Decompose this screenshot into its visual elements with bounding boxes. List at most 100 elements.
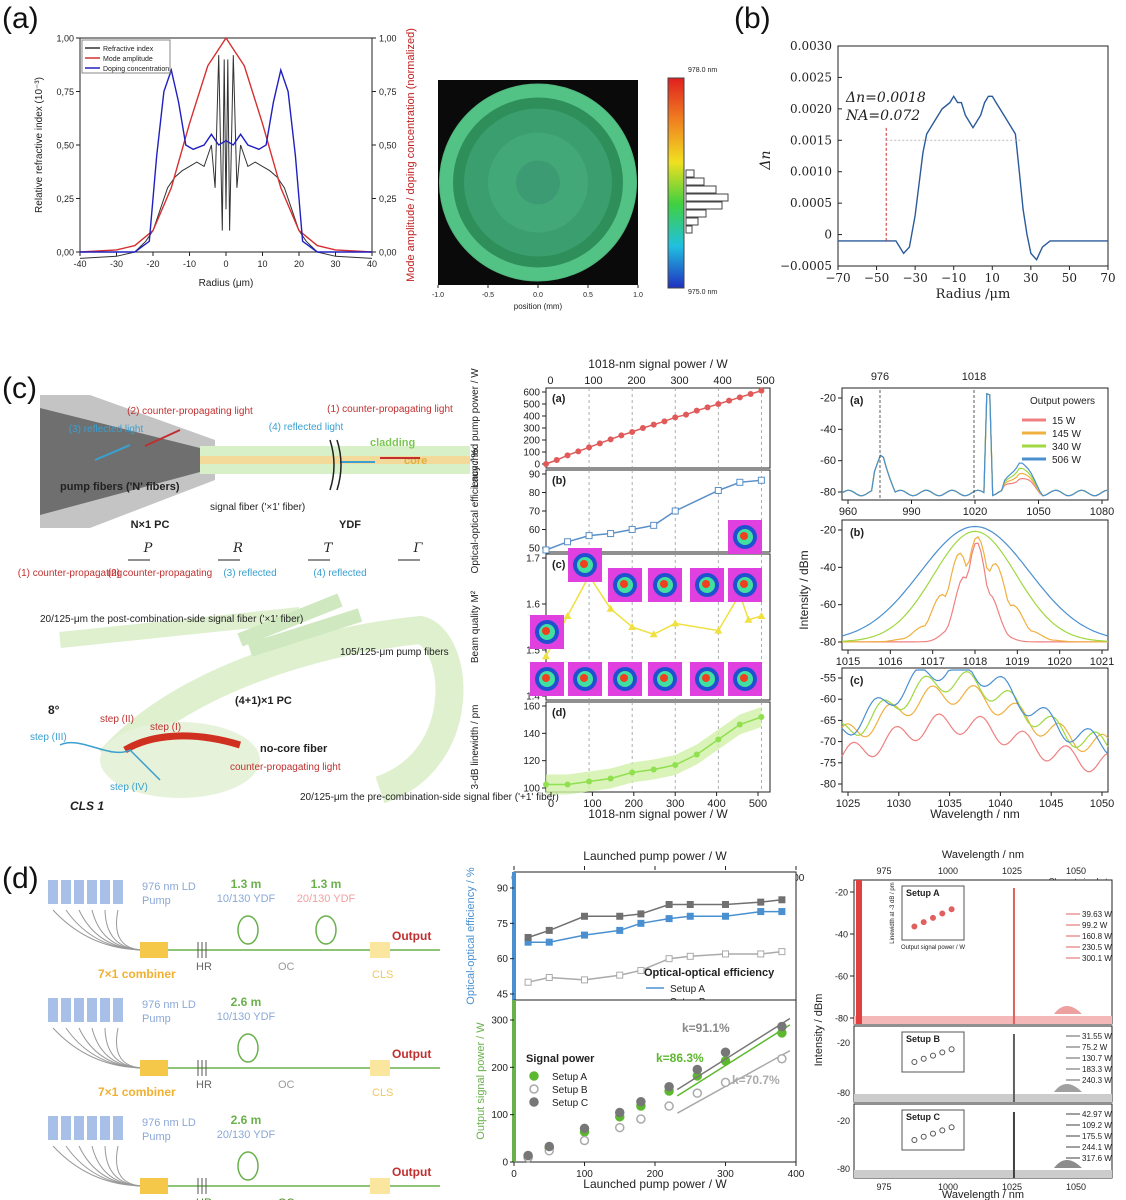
pump-ld-block <box>61 998 71 1022</box>
y-tick-label: -55 <box>820 673 836 685</box>
pump-fiber <box>91 1027 146 1069</box>
inset-point <box>911 1137 918 1143</box>
legend-swatch <box>529 1071 539 1081</box>
pump-ld-block <box>100 1116 110 1140</box>
series--b- <box>545 479 762 551</box>
panel-label-c: (c) <box>2 372 37 405</box>
data-point <box>650 421 657 428</box>
thumbnail-peak <box>740 674 748 682</box>
data-point <box>545 974 553 982</box>
data-point <box>637 966 645 974</box>
inset-point <box>930 914 936 921</box>
inset-point <box>920 919 927 926</box>
thumbnail-peak <box>620 674 628 682</box>
x-axis-label: position (mm) <box>514 302 563 311</box>
x-axis-label: Launched pump power / W <box>583 1177 727 1191</box>
pump-ld-block <box>74 880 84 904</box>
x-tick-label: 400 <box>707 798 725 810</box>
x-tick-label: 70 <box>1100 271 1115 285</box>
colorbar-max: 978.0 nm <box>688 67 717 74</box>
data-point <box>628 623 637 630</box>
data-point <box>777 1053 787 1064</box>
y-tick-label: -40 <box>820 424 836 436</box>
data-point <box>618 432 625 439</box>
data-point <box>637 919 645 927</box>
data-point <box>650 521 658 529</box>
plot-frame <box>79 37 373 253</box>
data-point <box>757 612 766 620</box>
panel-label-d: (d) <box>2 862 39 895</box>
data-point <box>778 896 786 904</box>
data-point <box>683 411 689 418</box>
top-tick-label: 1018 <box>962 371 986 383</box>
flow-symbol: P <box>143 541 153 556</box>
subplot-tag: (b) <box>850 527 864 539</box>
lower-y-label: Output signal power / W <box>475 1022 487 1140</box>
y-tick-label: 100 <box>523 448 540 459</box>
angle-label: 8° <box>48 703 60 717</box>
data-point <box>736 394 743 401</box>
data-point <box>686 900 694 908</box>
subplot-frame <box>545 387 771 469</box>
y-tick-label: -80 <box>820 779 836 791</box>
colorbar-min: 975.0 nm <box>688 289 717 296</box>
beam-profile-thumbnail <box>568 662 602 696</box>
data-point <box>545 938 553 946</box>
pump-ld-block <box>113 1116 123 1140</box>
y-tick-label: -75 <box>820 757 836 769</box>
beam-profile-thumbnail <box>728 662 762 696</box>
y-tick-label: -40 <box>820 562 836 574</box>
panel-label-b: (b) <box>734 2 771 35</box>
series-506-w <box>841 669 1109 755</box>
series-506-w <box>841 392 1109 497</box>
chart-a2: -1.0 -0.5 0.0 0.5 1.0 position (mm) 978.0 nm 97… <box>432 67 729 311</box>
x-axis-label: Wavelength / nm <box>930 807 1020 821</box>
hr-label: HR <box>196 1197 212 1200</box>
data-point <box>563 612 572 620</box>
legend-entry: 15 W <box>1052 416 1076 427</box>
data-point <box>523 1150 533 1161</box>
thumbnail-peak <box>740 532 748 540</box>
y-tick-label: 80 <box>529 488 541 499</box>
pump-ld-block <box>61 1116 71 1140</box>
x-tick-label: 500 <box>749 798 767 810</box>
data-point <box>639 425 646 431</box>
data-point <box>542 652 550 660</box>
pump-ld-block <box>87 998 97 1022</box>
fit-line <box>676 1017 791 1091</box>
data-point <box>607 436 614 443</box>
legend-entry: Setup A <box>670 984 705 995</box>
annotation-k-b: k=70.7% <box>732 1073 780 1087</box>
y-tick-label: 90 <box>529 470 541 481</box>
cls-block <box>370 1178 390 1194</box>
top-x-tick-label: 0 <box>547 375 553 387</box>
upper-y-label: Optical-optical efficiency / % <box>465 867 477 1005</box>
y-tick-label: 300 <box>523 424 540 435</box>
x-tick-label: 20 <box>294 259 304 269</box>
data-point <box>686 912 694 920</box>
step-label: step (II) <box>100 714 134 725</box>
combiner-label: 7×1 combiner <box>98 967 176 981</box>
data-point <box>665 900 673 908</box>
data-point <box>736 721 743 728</box>
histogram-bar <box>685 225 693 234</box>
annotation-dn: Δn=0.0018 <box>845 90 926 106</box>
y-tick-label: 120 <box>523 756 540 767</box>
x-axis-label: Radius /μm <box>936 287 1011 302</box>
series-dn <box>838 94 1108 261</box>
pc41-label: (4+1)×1 PC <box>235 695 292 707</box>
chart-c-spectra: 976 1018 Intensity / dBm 960 990 1020 1050 1080… <box>797 371 1114 821</box>
y-tick-label: 500 <box>523 400 540 411</box>
histogram-bar <box>685 169 695 178</box>
pump-ld-block <box>100 880 110 904</box>
data-point <box>736 478 744 486</box>
series-145-w <box>841 685 1109 753</box>
y-tick-label: -20 <box>837 1038 850 1048</box>
data-point <box>720 1047 731 1058</box>
y-tick-label: 60 <box>497 954 509 965</box>
chart-d-spectra: Wavelength / nm 975 1000 1025 1050 Intensity … <box>813 849 1113 1200</box>
pump-label: Pump <box>142 1131 171 1143</box>
thumbnail-peak <box>620 580 628 588</box>
series-506-w <box>841 525 1109 637</box>
